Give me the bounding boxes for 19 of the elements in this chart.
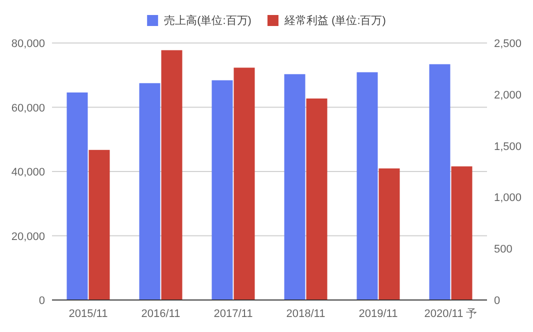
y-tick-label: 60,000 xyxy=(11,102,45,114)
y2-tick-label: 0 xyxy=(494,295,500,307)
x-tick-label: 2016/11 xyxy=(141,308,180,320)
x-tick-label: 2017/11 xyxy=(214,308,253,320)
y-tick-label: 20,000 xyxy=(11,230,45,243)
x-tick-label: 2020/11 予 xyxy=(424,308,478,320)
y2-tick-label: 2,500 xyxy=(494,38,522,50)
y-tick-label: 80,000 xyxy=(11,38,45,50)
y-tick-label: 40,000 xyxy=(11,166,45,178)
y2-tick-label: 1,500 xyxy=(494,140,522,153)
legend-label: 売上高(単位:百万) xyxy=(164,14,252,27)
x-tick-label: 2019/11 xyxy=(358,308,398,320)
y2-tick-label: 500 xyxy=(494,244,512,256)
legend-label: 経常利益 (単位:百万) xyxy=(283,14,386,27)
x-tick-label: 2018/11 xyxy=(286,308,326,320)
x-tick-label: 2015/11 xyxy=(68,308,108,320)
y-tick-label: 0 xyxy=(38,295,45,307)
y2-tick-label: 1,000 xyxy=(494,192,522,204)
y2-tick-label: 2,000 xyxy=(494,89,522,102)
